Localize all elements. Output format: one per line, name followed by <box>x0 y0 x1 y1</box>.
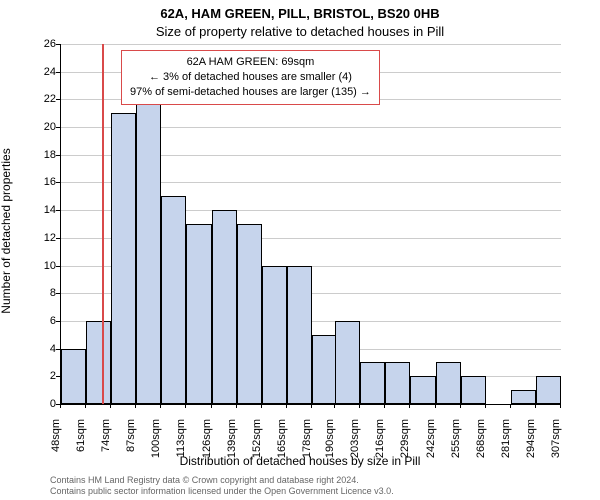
chart-container: 62A, HAM GREEN, PILL, BRISTOL, BS20 0HB … <box>0 0 600 500</box>
x-tick-mark <box>535 404 536 408</box>
reference-line-mark <box>102 44 104 404</box>
x-tick-mark <box>160 404 161 408</box>
histogram-bar <box>511 390 536 404</box>
annotation-line1: 62A HAM GREEN: 69sqm <box>130 55 371 70</box>
y-tick-label: 8 <box>26 287 56 299</box>
histogram-bar <box>410 376 435 404</box>
x-tick-mark <box>85 404 86 408</box>
histogram-bar <box>61 349 86 404</box>
y-tick-label: 22 <box>26 93 56 105</box>
x-tick-mark <box>409 404 410 408</box>
x-tick-mark <box>359 404 360 408</box>
x-tick-mark <box>485 404 486 408</box>
histogram-bar <box>436 362 461 404</box>
histogram-bar <box>212 210 237 404</box>
y-tick-label: 2 <box>26 370 56 382</box>
y-tick-label: 12 <box>26 232 56 244</box>
plot-area: 62A HAM GREEN: 69sqm ← 3% of detached ho… <box>60 44 561 405</box>
chart-title-main: 62A, HAM GREEN, PILL, BRISTOL, BS20 0HB <box>0 6 600 21</box>
x-tick-mark <box>261 404 262 408</box>
x-tick-mark <box>384 404 385 408</box>
annotation-line3: 97% of semi-detached houses are larger (… <box>130 85 371 100</box>
footer-line1: Contains HM Land Registry data © Crown c… <box>50 475 394 486</box>
x-tick-mark <box>60 404 61 408</box>
histogram-bar <box>312 335 337 404</box>
x-tick-mark <box>185 404 186 408</box>
y-tick-label: 24 <box>26 66 56 78</box>
x-tick-mark <box>211 404 212 408</box>
y-tick-label: 4 <box>26 343 56 355</box>
histogram-bar <box>385 362 410 404</box>
y-tick-label: 6 <box>26 315 56 327</box>
y-tick-label: 16 <box>26 176 56 188</box>
x-tick-mark <box>435 404 436 408</box>
histogram-bar <box>461 376 486 404</box>
chart-title-sub: Size of property relative to detached ho… <box>0 24 600 39</box>
histogram-bar <box>360 362 385 404</box>
y-tick-label: 0 <box>26 398 56 410</box>
x-tick-mark <box>110 404 111 408</box>
histogram-bar <box>237 224 262 404</box>
histogram-bar <box>111 113 136 404</box>
y-tick-label: 26 <box>26 38 56 50</box>
y-tick-label: 14 <box>26 204 56 216</box>
histogram-bar <box>335 321 360 404</box>
x-tick-mark <box>311 404 312 408</box>
histogram-bar <box>186 224 211 404</box>
x-tick-mark <box>334 404 335 408</box>
x-tick-mark <box>510 404 511 408</box>
x-tick-mark <box>286 404 287 408</box>
x-tick-mark <box>460 404 461 408</box>
histogram-bar <box>161 196 186 404</box>
histogram-bar <box>86 321 111 404</box>
y-axis-label: Number of detached properties <box>0 148 13 313</box>
gridline <box>61 44 561 45</box>
annotation-line2: ← 3% of detached houses are smaller (4) <box>130 70 371 85</box>
x-tick-mark <box>560 404 561 408</box>
x-tick-mark <box>236 404 237 408</box>
y-tick-label: 20 <box>26 121 56 133</box>
footer-line2: Contains public sector information licen… <box>50 486 394 497</box>
y-tick-label: 10 <box>26 260 56 272</box>
histogram-bar <box>262 266 287 404</box>
histogram-bar <box>287 266 312 404</box>
y-tick-label: 18 <box>26 149 56 161</box>
x-tick-mark <box>135 404 136 408</box>
histogram-bar <box>536 376 561 404</box>
footer-attribution: Contains HM Land Registry data © Crown c… <box>50 475 394 497</box>
histogram-bar <box>136 99 161 404</box>
x-axis-label: Distribution of detached houses by size … <box>0 454 600 468</box>
annotation-box: 62A HAM GREEN: 69sqm ← 3% of detached ho… <box>121 50 380 105</box>
